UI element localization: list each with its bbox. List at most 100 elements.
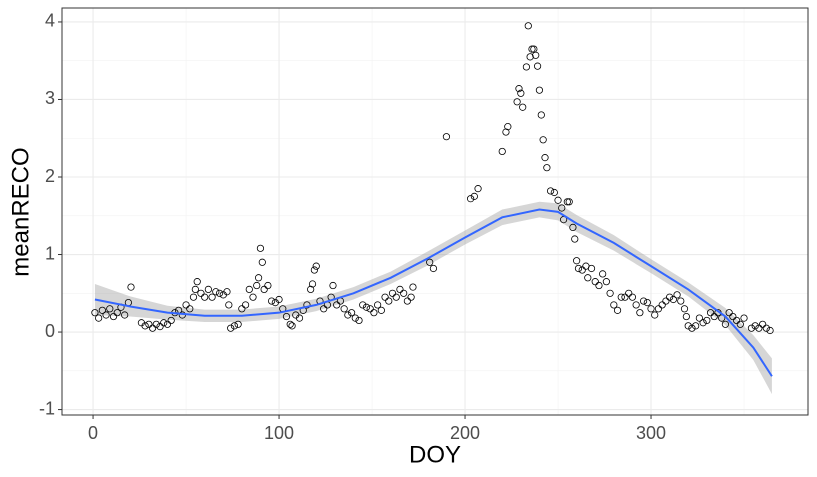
point	[654, 305, 663, 313]
point	[651, 311, 659, 319]
point	[152, 320, 160, 328]
point	[366, 305, 374, 313]
point	[517, 89, 525, 97]
point	[759, 320, 767, 328]
point	[684, 322, 692, 330]
point	[91, 309, 99, 317]
point	[189, 293, 198, 301]
y-tick-label: 0	[45, 321, 55, 341]
point	[474, 185, 482, 193]
point	[282, 312, 291, 321]
point	[392, 293, 400, 301]
point	[522, 63, 531, 71]
point	[470, 192, 478, 200]
point	[578, 266, 586, 274]
point	[333, 301, 341, 309]
point	[537, 111, 545, 119]
point	[762, 324, 770, 332]
point	[677, 297, 685, 305]
point	[238, 305, 246, 313]
point	[374, 301, 382, 309]
point	[442, 133, 451, 141]
point	[193, 278, 201, 286]
point	[617, 293, 625, 301]
point	[167, 316, 175, 325]
x-tick-label: 300	[636, 423, 666, 443]
point	[565, 198, 573, 206]
point	[606, 289, 614, 297]
point	[613, 306, 622, 314]
point	[680, 305, 689, 313]
point	[692, 322, 700, 330]
point	[519, 103, 527, 111]
x-tick-label: 100	[264, 423, 294, 443]
point	[647, 305, 655, 313]
point	[407, 293, 415, 301]
point	[310, 266, 318, 274]
point	[191, 285, 199, 294]
point	[121, 311, 129, 319]
smooth-line	[94, 208, 773, 377]
point	[141, 322, 149, 330]
point	[710, 312, 718, 321]
point	[504, 123, 512, 131]
point	[215, 289, 224, 297]
point	[254, 274, 263, 282]
point	[539, 136, 547, 144]
point	[467, 195, 475, 203]
point	[541, 154, 549, 162]
point	[526, 53, 534, 61]
x-tick-label: 200	[450, 423, 480, 443]
point	[329, 281, 337, 290]
point	[543, 164, 551, 172]
point	[223, 288, 231, 296]
point	[344, 311, 352, 319]
point	[571, 235, 579, 243]
point	[340, 305, 348, 313]
point	[621, 293, 629, 301]
point	[662, 297, 670, 305]
point	[546, 187, 555, 195]
point	[632, 301, 640, 309]
point	[682, 312, 690, 321]
panel-border	[61, 7, 809, 416]
y-tick-label: 4	[45, 11, 55, 31]
point	[563, 198, 571, 206]
point	[230, 322, 239, 330]
point	[113, 309, 121, 317]
point	[225, 301, 233, 309]
point	[204, 285, 212, 294]
point	[669, 295, 677, 304]
point	[658, 301, 666, 309]
point	[148, 324, 157, 332]
point	[706, 309, 715, 317]
point	[109, 312, 118, 321]
y-axis-title: meanRECO	[7, 147, 34, 276]
point	[303, 301, 311, 309]
point	[249, 293, 257, 301]
point	[286, 320, 294, 328]
point	[625, 289, 633, 297]
point	[736, 320, 744, 328]
point	[721, 320, 730, 328]
point	[102, 311, 110, 319]
point	[182, 301, 190, 309]
point	[359, 301, 367, 309]
point	[558, 204, 566, 212]
point	[320, 305, 328, 313]
point	[554, 196, 562, 204]
point	[396, 285, 404, 294]
x-tick-label: 0	[88, 423, 98, 443]
point	[574, 264, 583, 273]
point	[275, 295, 283, 304]
point	[628, 293, 637, 301]
point	[587, 264, 596, 273]
point	[573, 257, 581, 265]
point	[381, 293, 389, 301]
point	[106, 305, 114, 313]
point	[569, 223, 577, 231]
point	[515, 85, 523, 93]
point	[201, 293, 209, 301]
point	[666, 293, 674, 301]
